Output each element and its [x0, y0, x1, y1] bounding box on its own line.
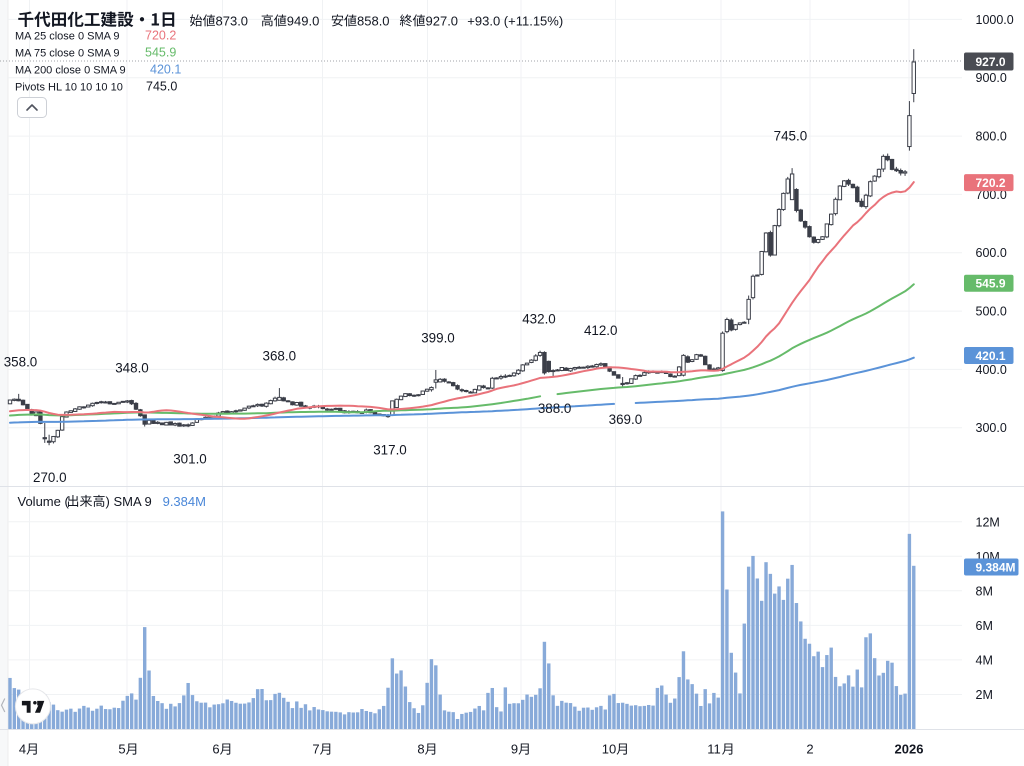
svg-text:927.0: 927.0 [976, 55, 1006, 69]
svg-text:900.0: 900.0 [976, 71, 1007, 85]
svg-text:8: 8 [417, 742, 424, 757]
svg-text:500.0: 500.0 [976, 305, 1007, 319]
svg-text:858.0: 858.0 [357, 13, 390, 28]
svg-text:369.0: 369.0 [609, 412, 643, 427]
svg-text:8M: 8M [976, 584, 993, 598]
svg-text:800.0: 800.0 [976, 130, 1007, 144]
svg-text:300.0: 300.0 [976, 421, 1007, 435]
svg-text:873.0: 873.0 [216, 13, 249, 28]
svg-text:412.0: 412.0 [584, 323, 618, 338]
svg-text:301.0: 301.0 [173, 452, 207, 467]
svg-text:600.0: 600.0 [976, 246, 1007, 260]
svg-text:720.2: 720.2 [145, 28, 176, 42]
svg-text:388.0: 388.0 [538, 401, 572, 416]
svg-text:400.0: 400.0 [976, 363, 1007, 377]
svg-text:9.384M: 9.384M [163, 494, 206, 509]
svg-text:11: 11 [707, 742, 721, 757]
svg-text:368.0: 368.0 [263, 349, 297, 364]
svg-text:720.2: 720.2 [976, 176, 1006, 190]
svg-text:545.9: 545.9 [145, 45, 176, 59]
svg-text:2M: 2M [976, 688, 993, 702]
svg-text:927.0: 927.0 [426, 13, 459, 28]
svg-text:MA 75 close 0 SMA 9: MA 75 close 0 SMA 9 [15, 47, 120, 59]
svg-text:9.384M: 9.384M [976, 560, 1016, 574]
svg-text:) SMA 9: ) SMA 9 [106, 494, 152, 509]
svg-text:2: 2 [806, 742, 813, 757]
svg-text:700.0: 700.0 [976, 188, 1007, 202]
svg-text:420.1: 420.1 [150, 62, 181, 76]
svg-text:1000.0: 1000.0 [976, 13, 1014, 27]
svg-text:5: 5 [118, 742, 125, 757]
svg-text:432.0: 432.0 [522, 311, 556, 326]
svg-text:10: 10 [602, 742, 616, 757]
svg-text:Volume (: Volume ( [18, 494, 70, 509]
svg-text:358.0: 358.0 [4, 355, 38, 370]
svg-text:9: 9 [511, 742, 518, 757]
svg-text:745.0: 745.0 [774, 129, 808, 144]
svg-text:7: 7 [312, 742, 319, 757]
svg-text:+93.0 (+11.15%): +93.0 (+11.15%) [467, 13, 563, 28]
svg-text:270.0: 270.0 [33, 470, 67, 485]
svg-text:MA 200 close 0 SMA 9: MA 200 close 0 SMA 9 [15, 64, 126, 76]
svg-text:6: 6 [212, 742, 219, 757]
svg-text:12M: 12M [976, 515, 1000, 529]
svg-text:6M: 6M [976, 619, 993, 633]
svg-text:399.0: 399.0 [421, 331, 455, 346]
svg-text:4M: 4M [976, 653, 993, 667]
svg-text:Pivots HL 10 10 10 10: Pivots HL 10 10 10 10 [15, 81, 123, 93]
svg-text:949.0: 949.0 [287, 13, 320, 28]
svg-text:4: 4 [19, 742, 26, 757]
svg-text:545.9: 545.9 [976, 277, 1006, 291]
svg-text:317.0: 317.0 [373, 442, 407, 457]
svg-text:348.0: 348.0 [115, 360, 149, 375]
svg-text:420.1: 420.1 [976, 349, 1006, 363]
svg-text:745.0: 745.0 [146, 79, 177, 93]
svg-text:MA 25 close 0 SMA 9: MA 25 close 0 SMA 9 [15, 30, 120, 42]
svg-text:2026: 2026 [895, 742, 924, 757]
